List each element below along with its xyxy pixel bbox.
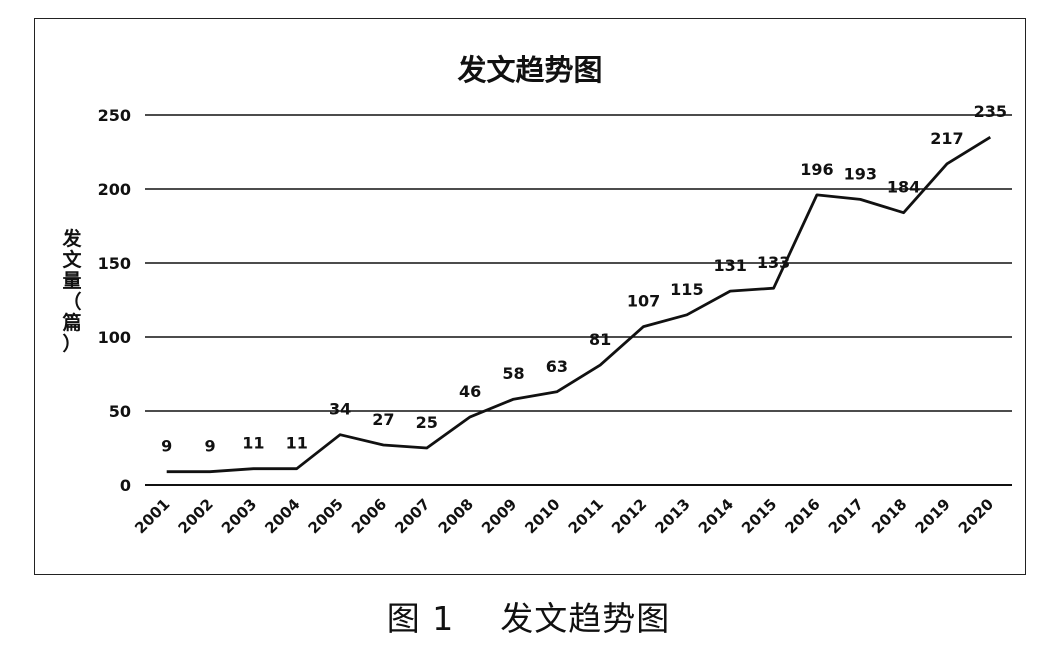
y-tick-50: 50 xyxy=(109,402,131,421)
y-tick-100: 100 xyxy=(98,328,131,347)
data-label-2006: 27 xyxy=(372,410,394,429)
data-label-2001: 9 xyxy=(161,437,172,456)
y-tick-150: 150 xyxy=(98,254,131,273)
x-tick-2016: 2016 xyxy=(782,495,824,537)
data-label-2014: 131 xyxy=(714,256,747,275)
y-tick-0: 0 xyxy=(120,476,131,495)
x-tick-2013: 2013 xyxy=(651,495,693,537)
y-axis-label-text: 发文量（篇） xyxy=(61,227,82,355)
x-tick-2010: 2010 xyxy=(521,495,563,537)
chart-title: 发文趋势图 xyxy=(456,53,602,87)
data-label-2004: 11 xyxy=(286,434,308,453)
x-tick-2002: 2002 xyxy=(175,495,217,537)
x-tick-2006: 2006 xyxy=(348,495,390,537)
chart-frame xyxy=(34,18,1026,575)
data-label-2011: 81 xyxy=(589,330,611,349)
x-tick-2019: 2019 xyxy=(912,495,954,537)
data-label-2012: 107 xyxy=(627,292,660,311)
data-label-2002: 9 xyxy=(204,437,215,456)
x-tick-2003: 2003 xyxy=(218,495,260,537)
x-tick-2020: 2020 xyxy=(955,495,997,537)
y-axis-label: 发文量（篇） xyxy=(61,227,82,355)
data-label-2008: 46 xyxy=(459,382,481,401)
data-label-2016: 196 xyxy=(800,160,833,179)
data-label-2013: 115 xyxy=(670,280,703,299)
y-axis-ticks: 0 50 100 150 200 250 xyxy=(98,106,131,495)
x-tick-2005: 2005 xyxy=(305,495,347,537)
x-tick-2017: 2017 xyxy=(825,495,867,537)
x-axis-ticks: 2001 2002 2003 2004 2005 2006 2007 2008 2009 2010… xyxy=(131,495,997,537)
y-tick-250: 250 xyxy=(98,106,131,125)
x-tick-2015: 2015 xyxy=(738,495,780,537)
data-label-2007: 25 xyxy=(416,413,438,432)
x-tick-2004: 2004 xyxy=(261,495,303,537)
data-label-2003: 11 xyxy=(242,434,264,453)
data-label-2017: 193 xyxy=(844,164,877,183)
data-label-2020: 235 xyxy=(974,102,1007,121)
series-line xyxy=(166,136,992,474)
data-labels: 9 9 11 11 34 27 25 46 58 63 81 107 115 131 133 196 193 18… xyxy=(161,102,1007,455)
data-label-2010: 63 xyxy=(546,357,568,376)
x-tick-2011: 2011 xyxy=(565,495,607,537)
data-label-2018: 184 xyxy=(887,178,920,197)
data-label-2005: 34 xyxy=(329,400,351,419)
data-label-2019: 217 xyxy=(930,129,963,148)
x-tick-2007: 2007 xyxy=(391,495,433,537)
x-tick-2012: 2012 xyxy=(608,495,650,537)
gridlines xyxy=(145,114,1012,486)
x-tick-2008: 2008 xyxy=(435,495,477,537)
y-tick-200: 200 xyxy=(98,180,131,199)
figure-caption: 图 1 发文趋势图 xyxy=(386,599,671,638)
data-label-2015: 133 xyxy=(757,253,790,272)
x-tick-2001: 2001 xyxy=(131,495,173,537)
x-tick-2009: 2009 xyxy=(478,495,520,537)
x-tick-2018: 2018 xyxy=(868,495,910,537)
x-tick-2014: 2014 xyxy=(695,495,737,537)
data-label-2009: 58 xyxy=(502,364,524,383)
